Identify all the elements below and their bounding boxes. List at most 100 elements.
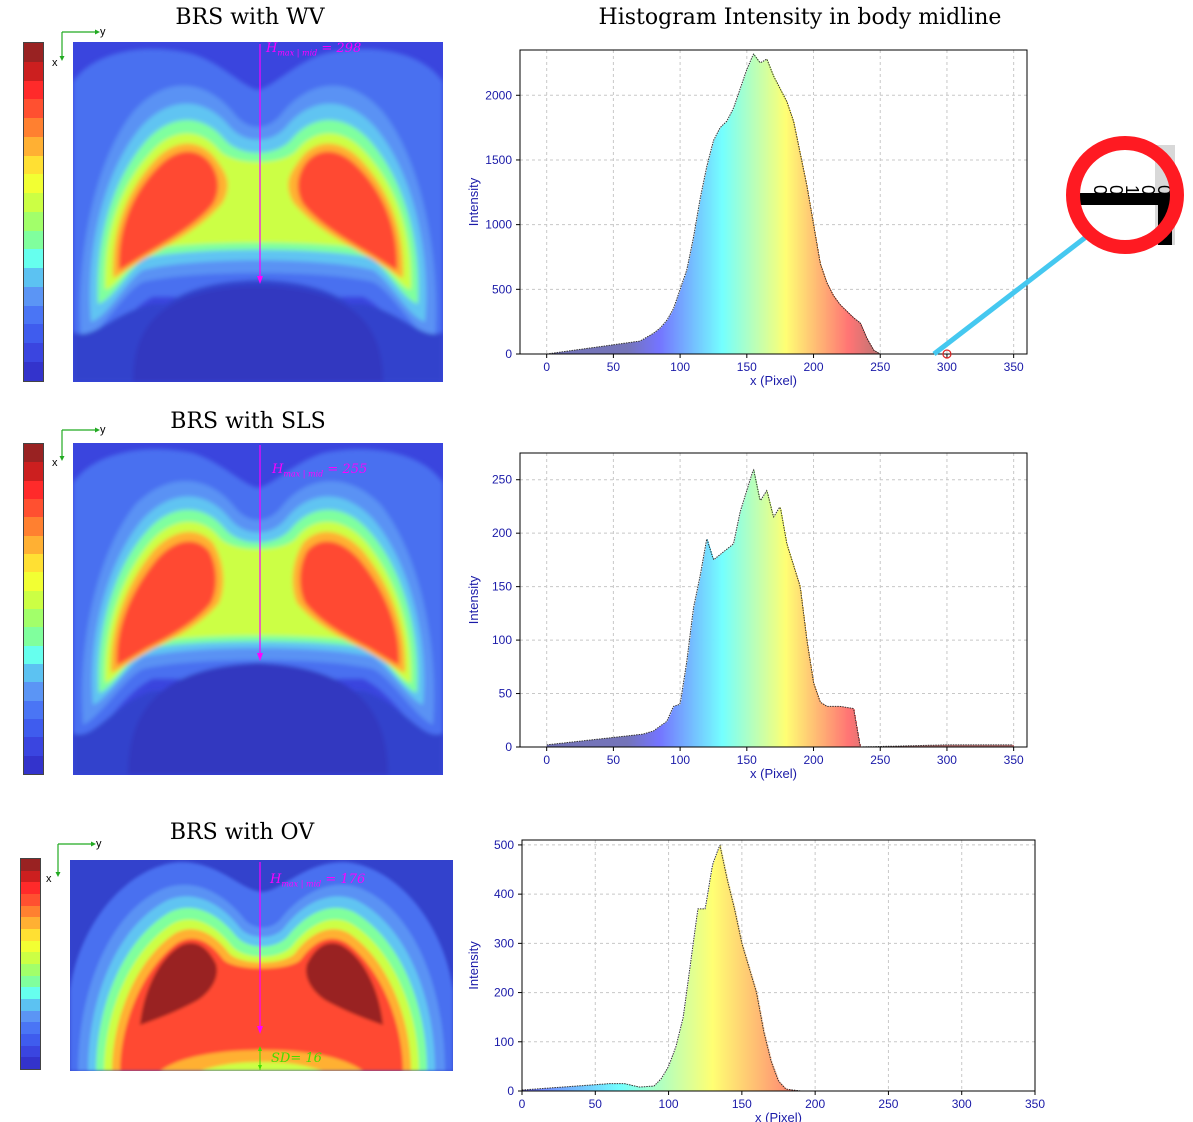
histogram-bar xyxy=(701,191,703,354)
histogram-bar xyxy=(682,281,684,354)
histogram-bar xyxy=(709,155,711,354)
histogram-bar xyxy=(592,1084,594,1091)
histogram-bar xyxy=(775,1071,777,1091)
histogram-bar xyxy=(717,556,719,747)
histogram-bar xyxy=(624,343,626,354)
histogram-bar xyxy=(956,744,958,747)
zoom-digit: 0 xyxy=(1138,185,1158,195)
colorbar-segment xyxy=(21,987,40,999)
histogram-bar xyxy=(648,1086,650,1091)
histogram-bar xyxy=(929,745,931,747)
histogram-bar xyxy=(750,478,752,747)
histogram-bar xyxy=(556,743,558,747)
histogram-bar xyxy=(809,202,811,354)
histogram-bar xyxy=(647,732,649,747)
histogram-bar xyxy=(790,1089,792,1091)
histogram-bar xyxy=(762,1022,764,1091)
histogram-bar xyxy=(555,743,557,747)
histogram-bar xyxy=(721,126,723,354)
y-tick-label: 500 xyxy=(494,838,514,852)
histogram-bar xyxy=(826,706,828,747)
histogram-bar xyxy=(853,709,855,747)
histogram-bar xyxy=(777,1077,779,1091)
histogram-bar xyxy=(856,320,858,354)
histogram-bar xyxy=(748,484,750,747)
colorbar-sls xyxy=(23,443,44,775)
histogram-bar xyxy=(981,744,983,747)
colorbar-segment xyxy=(24,700,43,719)
histogram-bar xyxy=(936,745,938,747)
histogram-bar xyxy=(571,742,573,747)
y-tick-label: 1000 xyxy=(485,218,512,232)
histogram-bar xyxy=(1011,744,1013,747)
histogram-bar xyxy=(612,737,614,747)
histogram-bar xyxy=(776,512,778,747)
histogram-bar xyxy=(728,117,730,354)
histogram-bar xyxy=(704,908,706,1091)
histogram-bar xyxy=(746,490,748,747)
histogram-bar xyxy=(738,925,740,1091)
histogram-bar xyxy=(658,329,660,354)
histogram-bar xyxy=(799,585,801,747)
colorbar-segment xyxy=(24,249,43,269)
histogram-bar xyxy=(556,352,558,354)
histogram-bar xyxy=(846,311,848,354)
histogram-bar xyxy=(663,323,665,354)
colorbar-segment xyxy=(24,444,43,463)
histogram-bar xyxy=(821,703,823,747)
histogram-bar xyxy=(595,1084,597,1091)
histogram-bar xyxy=(718,555,720,747)
histogram-bar xyxy=(617,344,619,354)
histogram-bar xyxy=(841,306,843,354)
histogram-bar xyxy=(691,622,693,747)
histogram-bar xyxy=(986,744,988,747)
histogram-bar xyxy=(632,735,634,747)
y-axis-label: Intensity xyxy=(466,941,481,990)
colorbar-segment xyxy=(21,893,40,906)
histogram-bar xyxy=(663,1075,665,1091)
histogram-bar xyxy=(559,743,561,747)
histogram-bar xyxy=(778,85,780,355)
histogram-bar xyxy=(767,1044,769,1091)
histogram-bar xyxy=(630,735,632,747)
histogram-bar xyxy=(927,745,929,747)
histogram-bar xyxy=(766,490,768,747)
histogram-bar xyxy=(912,745,914,747)
histogram-bar xyxy=(689,974,691,1091)
histogram-bar xyxy=(676,1046,678,1091)
histogram-bar xyxy=(662,325,664,354)
histogram-bar xyxy=(811,671,813,747)
histogram-bar xyxy=(671,710,673,747)
histogram-bar xyxy=(710,151,712,354)
marker-circle xyxy=(942,349,952,359)
histogram-bar xyxy=(529,1089,531,1091)
histogram-bar xyxy=(768,497,770,747)
histogram-bar xyxy=(621,736,623,747)
x-tick-label: 300 xyxy=(937,753,957,767)
histogram-bar xyxy=(555,1087,557,1091)
histogram-bar xyxy=(676,299,678,354)
histogram-bar xyxy=(667,1069,669,1091)
histogram-bar xyxy=(603,346,605,354)
histogram-bar xyxy=(600,346,602,354)
x-tick-label: 0 xyxy=(519,1097,526,1111)
histogram-bar xyxy=(621,343,623,354)
x-tick-label: 350 xyxy=(1004,360,1024,374)
histogram-bar xyxy=(760,62,762,354)
histogram-bar xyxy=(701,567,703,747)
histogram-bar xyxy=(735,101,737,354)
histogram-bar xyxy=(708,892,710,1091)
histogram-bar xyxy=(852,316,854,354)
histogram-bar xyxy=(550,744,552,747)
colorbar-segment xyxy=(24,590,43,609)
histogram-bar xyxy=(722,125,724,354)
histogram-bar xyxy=(859,322,861,354)
histogram-bar xyxy=(615,344,617,354)
histogram-bar xyxy=(688,981,690,1091)
histogram-bar xyxy=(718,130,720,354)
histogram-bar xyxy=(982,744,984,747)
histogram-bar xyxy=(815,237,817,354)
histogram-bar xyxy=(780,1082,782,1091)
histogram-bar xyxy=(588,348,590,354)
histogram-bar xyxy=(783,1085,785,1091)
